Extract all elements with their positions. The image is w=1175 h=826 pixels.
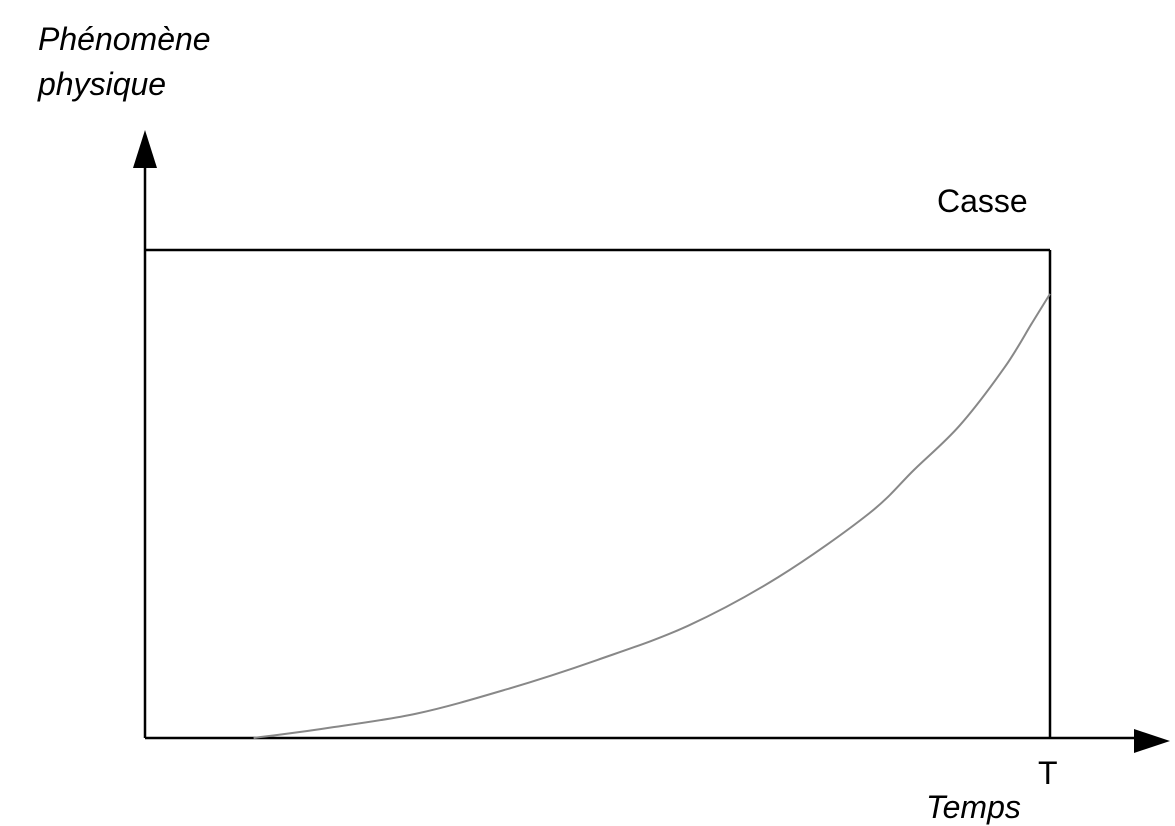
series-curve	[253, 293, 1051, 739]
y-axis-arrow-icon	[133, 130, 157, 168]
y-axis-label-line1: Phénomène	[38, 21, 211, 57]
threshold-label: Casse	[937, 183, 1028, 219]
x-axis-label: Temps	[926, 789, 1021, 825]
x-tick-label-t: T	[1038, 755, 1058, 791]
y-axis-label-line2: physique	[37, 66, 166, 102]
x-axis-arrow-icon	[1134, 729, 1170, 753]
